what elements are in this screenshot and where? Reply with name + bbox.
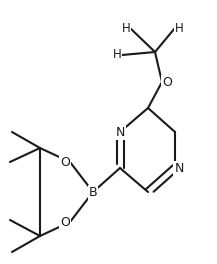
Text: O: O <box>60 215 70 229</box>
Text: H: H <box>175 21 183 35</box>
Text: B: B <box>89 186 97 199</box>
Text: O: O <box>162 76 172 88</box>
Text: H: H <box>113 49 121 62</box>
Text: O: O <box>60 155 70 168</box>
Text: H: H <box>122 21 130 35</box>
Text: N: N <box>115 125 125 139</box>
Text: N: N <box>174 162 184 175</box>
